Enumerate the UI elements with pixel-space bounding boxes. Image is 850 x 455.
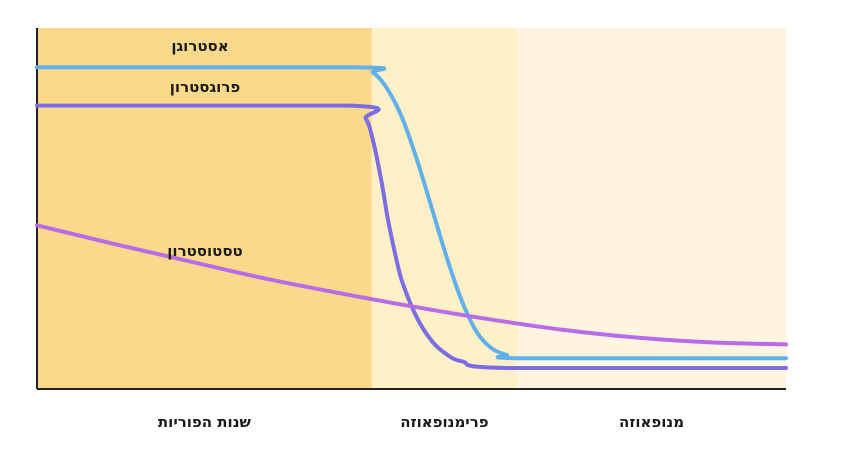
phase-bands — [37, 28, 786, 389]
phase-band-2 — [517, 28, 786, 389]
series-label-progesterone: פרוגסטרון — [170, 78, 241, 96]
series-label-estrogen: אסטרוגן — [171, 37, 228, 55]
series-labels: אסטרוגן פרוגסטרון טסטוסטרון — [167, 37, 242, 260]
phase-band-1 — [371, 28, 518, 389]
phase-labels: שנות הפוריות פרימנופאוזה מנופאוזה — [158, 413, 684, 431]
phase-band-0 — [37, 28, 372, 389]
phase-label-0: שנות הפוריות — [158, 413, 252, 431]
phase-label-1: פרימנופאוזה — [400, 413, 488, 431]
series-line-testosterone — [35, 223, 788, 347]
series-line-estrogen — [35, 65, 788, 361]
phase-label-2: מנופאוזה — [619, 413, 684, 431]
series-line-progesterone — [35, 103, 788, 371]
axes — [36, 28, 786, 390]
series-label-testosterone: טסטוסטרון — [167, 242, 242, 260]
series-lines — [35, 65, 788, 371]
